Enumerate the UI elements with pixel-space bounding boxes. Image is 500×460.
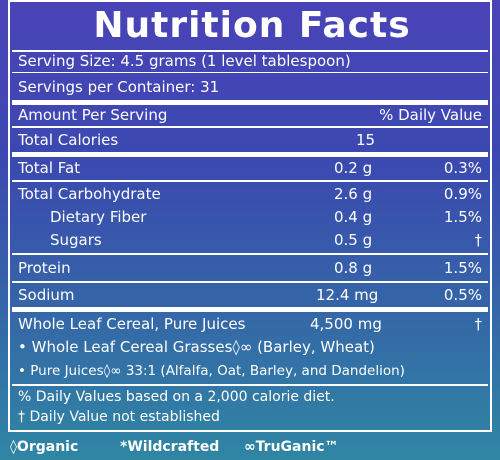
row-amount-total-carbohydrate: 2.6 g (334, 185, 373, 203)
legend-organic: ◊Organic (10, 439, 79, 455)
amount-per-serving-header: Amount Per Serving (18, 106, 168, 124)
serving-size: Serving Size: 4.5 grams (1 level tablesp… (18, 52, 351, 70)
row-label-dietary-fiber: Dietary Fiber (50, 208, 147, 226)
row-amount-total-fat: 0.2 g (334, 159, 373, 177)
row-label-total-fat: Total Fat (18, 159, 81, 177)
juices-line: • Pure Juices◊∞ 33:1 (Alfalfa, Oat, Barl… (18, 363, 405, 379)
legend-truganic: ∞TruGanic™ (244, 439, 339, 455)
divider (12, 180, 488, 182)
row-label-calories: Total Calories (18, 131, 119, 149)
panel-title: Nutrition Facts (93, 5, 411, 46)
daily-value-header: % Daily Value (379, 106, 482, 124)
divider (12, 126, 488, 128)
servings-per-container: Servings per Container: 31 (18, 78, 220, 96)
divider (12, 72, 488, 73)
cereal-dv: † (474, 315, 483, 333)
row-dv-protein: 1.5% (443, 259, 482, 277)
row-label-total-carbohydrate: Total Carbohydrate (18, 185, 161, 203)
row-amount-dietary-fiber: 0.4 g (334, 208, 373, 226)
cereal-amount: 4,500 mg (310, 315, 382, 333)
row-dv-sodium: 0.5% (443, 286, 482, 304)
row-amount-protein: 0.8 g (334, 259, 373, 277)
row-amount-sodium: 12.4 mg (316, 286, 379, 304)
grasses-line: • Whole Leaf Cereal Grasses◊∞ (Barley, W… (18, 338, 375, 356)
row-amount-sugars: 0.5 g (334, 231, 373, 249)
thick-divider (12, 152, 488, 157)
row-dv-dietary-fiber: 1.5% (443, 208, 482, 226)
cereal-line: Whole Leaf Cereal, Pure Juices (18, 315, 246, 333)
divider (12, 384, 488, 386)
row-amount-calories: 15 (356, 131, 376, 149)
row-label-sugars: Sugars (50, 231, 102, 249)
footnote-not-established: † Daily Value not established (18, 409, 220, 425)
divider (12, 281, 488, 283)
legend-wildcrafted: *Wildcrafted (120, 439, 220, 455)
nutrition-facts-panel: Nutrition Facts Serving Size: 4.5 grams … (8, 0, 492, 432)
thick-divider (12, 100, 488, 105)
divider (12, 50, 488, 52)
thick-divider (12, 307, 488, 312)
row-dv-total-carbohydrate: 0.9% (443, 185, 482, 203)
row-dv-sugars: † (474, 231, 483, 249)
footnote-daily-values: % Daily Values based on a 2,000 calorie … (18, 389, 335, 405)
divider (12, 253, 488, 255)
row-dv-total-fat: 0.3% (443, 159, 482, 177)
row-label-protein: Protein (18, 259, 71, 277)
row-label-sodium: Sodium (18, 286, 75, 304)
